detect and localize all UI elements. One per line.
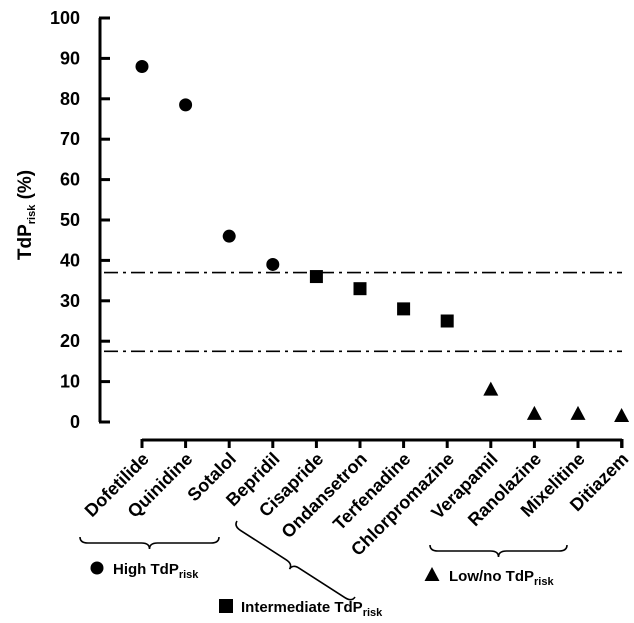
y-tick-label: 40 (60, 250, 80, 270)
y-tick-label: 50 (60, 210, 80, 230)
data-point-circle (179, 98, 193, 112)
data-point-square (397, 302, 411, 316)
y-tick-label: 100 (50, 8, 80, 28)
data-point-square (353, 282, 367, 296)
high-risk-label: High TdPrisk (113, 561, 199, 581)
low-risk-label: Low/no TdPrisk (449, 568, 554, 588)
y-tick-label: 80 (60, 89, 80, 109)
data-point-triangle (570, 405, 586, 420)
data-point-square (440, 314, 454, 328)
low-risk-brace (429, 544, 568, 558)
data-point-circle (266, 257, 280, 271)
high-risk-brace (79, 536, 220, 550)
y-tick-label: 70 (60, 129, 80, 149)
y-tick-label: 30 (60, 291, 80, 311)
legend-circle-marker (90, 561, 104, 575)
intermediate-risk-label: Intermediate TdPrisk (241, 599, 383, 619)
y-tick-label: 10 (60, 372, 80, 392)
data-point-triangle (483, 381, 499, 396)
y-tick-label: 90 (60, 48, 80, 68)
data-point-circle (135, 59, 149, 73)
y-tick-label: 0 (70, 412, 80, 432)
intermediate-risk-brace (235, 520, 356, 601)
y-tick-label: 20 (60, 331, 80, 351)
legend-triangle-marker (424, 567, 440, 581)
legend-square-marker (219, 599, 233, 613)
data-point-square (309, 270, 323, 284)
y-tick-label: 60 (60, 170, 80, 190)
data-point-circle (222, 229, 236, 243)
data-point-triangle (526, 405, 542, 420)
y-axis-title: TdPrisk (%) (15, 170, 38, 260)
data-point-triangle (614, 407, 630, 422)
